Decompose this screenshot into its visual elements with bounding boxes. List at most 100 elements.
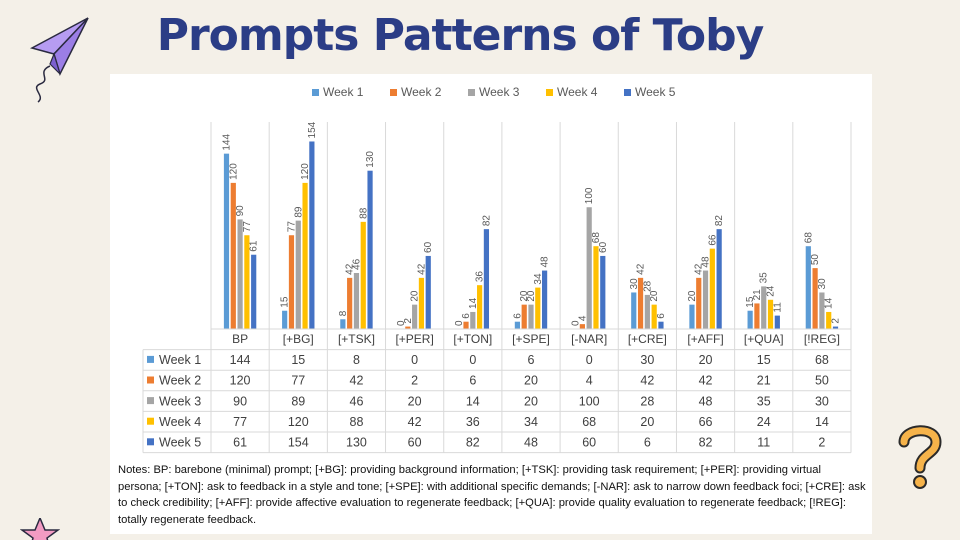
bar [651,304,657,329]
category-label: [+AFF] [687,332,723,346]
bar-value-label: 15 [745,296,756,308]
table-cell: 14 [466,394,480,408]
bar [418,277,425,329]
bar-value-label: 2 [403,318,414,324]
legend-label: Week 3 [479,85,520,99]
bar [412,304,418,329]
bar [774,315,780,329]
bar-value-label: 48 [701,256,712,268]
table-cell: 2 [411,374,418,388]
table-cell: 20 [524,374,538,388]
bar-value-label: 15 [280,296,291,308]
table-cell: 42 [699,374,713,388]
bar-value-label: 42 [694,263,705,275]
bar [237,219,243,329]
table-cell: 82 [699,436,713,450]
table-cell: 82 [466,436,480,450]
bar [702,270,709,329]
bar [658,321,664,329]
bar [767,299,774,329]
table-row-label: Week 4 [159,415,201,429]
bar [600,255,606,329]
table-cell: 50 [815,374,829,388]
bar-value-label: 89 [293,206,304,218]
bar-value-label: 120 [300,163,311,180]
table-legend-key [147,397,154,405]
legend-label: Week 2 [401,85,442,99]
bar-value-label: 30 [629,278,640,290]
bar [631,292,637,329]
category-label: [+PER] [395,332,433,346]
table-cell: 42 [350,374,364,388]
bar [586,207,592,329]
bar [288,235,295,329]
legend-swatch [468,89,475,96]
page-title: Prompts Patterns of Toby [156,10,765,61]
bar-value-label: 34 [533,273,544,285]
category-label: [+QUA] [744,332,784,346]
legend-label: Week 4 [557,85,598,99]
bar [340,319,346,329]
bar-value-label: 42 [636,263,647,275]
table-cell: 28 [640,394,654,408]
bar-value-label: 6 [656,313,667,319]
bar-value-label: 0 [571,320,582,326]
table-cell: 60 [582,436,596,450]
table-cell: 34 [524,415,538,429]
table-cell: 21 [757,374,771,388]
category-label: [+CRE] [628,332,667,346]
table-cell: 48 [699,394,713,408]
chart-notes: Notes: BP: barebone (minimal) prompt; [+… [118,464,866,526]
table-cell: 4 [586,374,593,388]
table-legend-key [147,417,154,425]
chart-card [110,74,872,534]
bar [696,277,702,329]
table-legend-key [147,438,154,446]
table-cell: 88 [350,415,364,429]
bar-value-label: 24 [766,285,777,297]
bar-value-label: 50 [810,254,821,266]
table-cell: 20 [699,353,713,367]
bar-value-label: 61 [249,240,260,252]
table-cell: 30 [815,394,829,408]
bar [542,270,548,329]
bar [244,235,250,329]
table-cell: 46 [350,394,364,408]
bar [644,294,650,329]
bar-value-label: 14 [824,297,835,309]
bar-value-label: 35 [759,272,770,284]
bar [367,170,373,329]
bar-value-label: 82 [481,215,492,227]
bar [483,229,490,329]
bar [353,272,360,329]
bar-value-label: 4 [577,315,588,321]
table-cell: 15 [757,353,771,367]
bar-value-label: 120 [228,163,239,180]
legend-swatch [390,89,397,96]
table-cell: 48 [524,436,538,450]
bar [637,277,644,329]
bar-value-label: 20 [410,290,421,302]
bar-value-label: 20 [519,290,530,302]
bar [709,248,715,329]
table-cell: 15 [291,353,305,367]
bar [754,303,760,329]
bar-value-label: 82 [714,215,725,227]
bar-value-label: 154 [307,121,318,138]
table-cell: 2 [818,436,825,450]
table-cell: 6 [644,436,651,450]
bar-value-label: 77 [286,221,297,233]
bar-value-label: 144 [221,134,232,151]
bar [805,246,811,329]
bar [295,220,301,329]
bar-value-label: 20 [649,290,660,302]
bar [826,311,832,329]
bar [593,246,599,329]
bar-value-label: 28 [642,280,653,292]
bar-value-label: 68 [591,232,602,244]
bar-value-label: 2 [831,318,842,324]
bar-value-label: 130 [365,151,376,168]
category-label: [-NAR] [571,332,607,346]
table-cell: 8 [353,353,360,367]
bar-value-label: 11 [772,302,783,313]
